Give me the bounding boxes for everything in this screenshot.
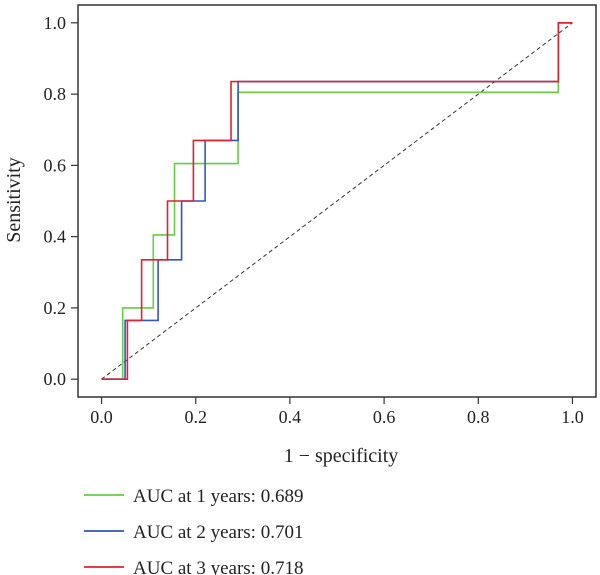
x-tick-label: 1.0 [561,407,584,427]
x-tick-label: 0.6 [373,407,396,427]
plot-frame [77,4,597,398]
y-tick-label: 0.0 [44,369,67,389]
y-tick-label: 0.6 [44,155,67,175]
y-axis-ticks: 0.0 0.2 0.4 0.6 0.8 1.0 [44,13,78,389]
legend-label-2: AUC at 2 years: 0.701 [133,522,303,543]
x-axis-ticks: 0.0 0.2 0.4 0.6 0.8 1.0 [90,397,584,427]
y-tick-label: 1.0 [44,13,67,33]
y-tick-label: 0.8 [44,84,67,104]
legend: AUC at 1 years: 0.689 AUC at 2 years: 0.7… [84,486,303,575]
roc-curves [101,22,573,380]
roc-curve-3-year [101,22,573,380]
y-tick-label: 0.4 [44,227,67,247]
x-tick-label: 0.0 [90,407,113,427]
legend-label-3: AUC at 3 years: 0.718 [133,558,303,575]
x-axis-label: 1 − specificity [284,445,399,467]
x-tick-label: 0.4 [279,407,302,427]
x-tick-label: 0.2 [184,407,207,427]
y-axis-label: Sensitivity [3,157,25,243]
legend-label-1: AUC at 1 years: 0.689 [133,486,303,507]
x-tick-label: 0.8 [467,407,490,427]
y-tick-label: 0.2 [44,298,67,318]
